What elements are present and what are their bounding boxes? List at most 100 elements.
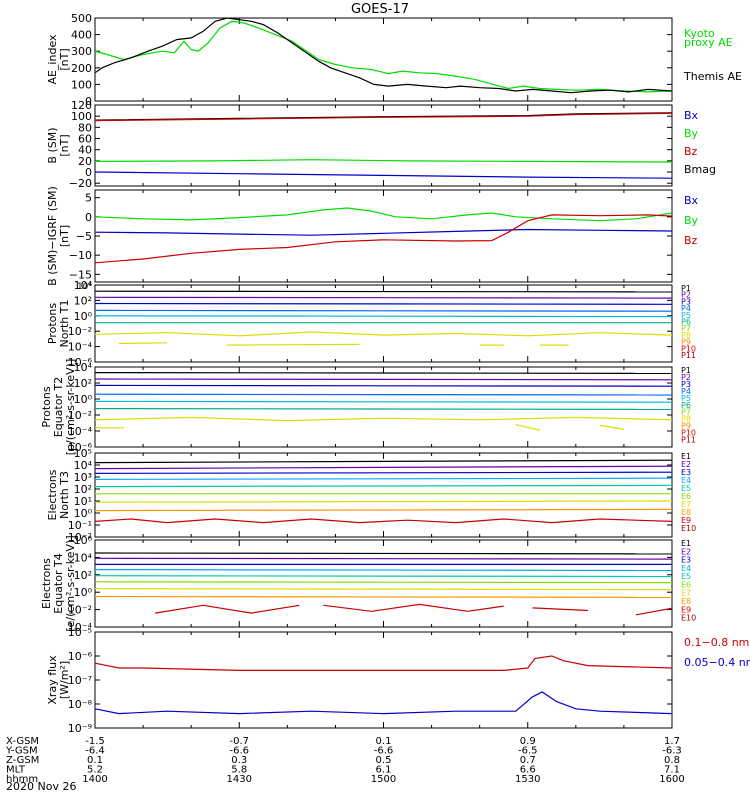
y-axis-title: North T1 bbox=[58, 300, 71, 348]
legend-entry: P8 bbox=[681, 331, 691, 340]
ephem-label: Y-GSM bbox=[5, 746, 38, 757]
panel-db: −15 −10 −5 0 5 B (SM)−IGRF (SM) [nT] Bx By Bz bbox=[46, 186, 699, 286]
ephem-value: 1530 bbox=[515, 774, 540, 785]
legend-entry: E1 bbox=[681, 539, 691, 548]
ephem-value: -6.6 bbox=[374, 746, 394, 757]
series-line bbox=[95, 575, 672, 578]
legend-entry: By bbox=[684, 127, 699, 140]
series-line bbox=[118, 342, 168, 345]
legend-entry: E10 bbox=[681, 614, 696, 623]
ephem-value: 0.8 bbox=[664, 755, 680, 766]
y-axis-title: Protons bbox=[40, 386, 53, 427]
series-line bbox=[95, 372, 672, 374]
series-line bbox=[155, 604, 300, 614]
series-line bbox=[515, 424, 540, 431]
legend-entry: P3 bbox=[681, 380, 691, 389]
series-line bbox=[95, 588, 672, 591]
y-tick-label: 10⁻⁶ bbox=[68, 356, 93, 369]
ephem-value: -6.3 bbox=[662, 746, 682, 757]
ephem-value: 0.7 bbox=[520, 755, 536, 766]
legend-entry: Bz bbox=[684, 145, 698, 158]
y-tick-label: 10⁻⁴ bbox=[68, 341, 93, 354]
legend-entry: E10 bbox=[681, 524, 696, 533]
y-tick-label: 10⁻⁷ bbox=[68, 674, 92, 687]
legend-entry: E3 bbox=[681, 556, 691, 565]
y-tick-label: 40 bbox=[78, 144, 92, 157]
y-tick-label: 10⁻⁴ bbox=[68, 425, 93, 438]
series-line bbox=[95, 691, 672, 715]
ephem-value: 5.2 bbox=[87, 765, 103, 776]
ephem-value: 1430 bbox=[227, 774, 252, 785]
series-line bbox=[95, 500, 672, 503]
y-tick-label: 300 bbox=[71, 45, 92, 58]
y-tick-label: 0 bbox=[85, 166, 92, 179]
ephem-value: 6.6 bbox=[520, 765, 536, 776]
y-tick-label: −5 bbox=[76, 230, 92, 243]
legend-entry: By bbox=[684, 214, 699, 227]
legend-entry: E7 bbox=[681, 500, 691, 509]
y-tick-label: 60 bbox=[78, 133, 92, 146]
series-line bbox=[95, 18, 672, 94]
y-axis-title: [nT] bbox=[58, 134, 71, 156]
y-tick-label: 10⁻⁸ bbox=[68, 698, 93, 711]
series-group bbox=[95, 372, 672, 431]
ephem-value: 0.5 bbox=[376, 755, 392, 766]
series-group bbox=[95, 552, 672, 616]
y-tick-label: 10² bbox=[74, 569, 92, 582]
y-tick-label: 10⁴ bbox=[74, 459, 93, 472]
legend-entry: E6 bbox=[681, 492, 691, 501]
y-tick-label: 10² bbox=[74, 377, 92, 390]
legend-entry: Themis AE bbox=[683, 70, 742, 83]
y-tick-label: 10⁰ bbox=[74, 586, 93, 599]
ephem-value: 6.1 bbox=[376, 765, 392, 776]
y-tick-label: 10² bbox=[74, 483, 92, 496]
y-tick-label: 10⁶ bbox=[74, 534, 93, 547]
legend-entry: E9 bbox=[681, 516, 691, 525]
y-tick-label: 10⁻⁶ bbox=[68, 441, 93, 454]
panel-frame bbox=[94, 452, 673, 538]
y-tick-label: 10³ bbox=[74, 471, 92, 484]
y-tick-label: 10¹ bbox=[74, 495, 92, 508]
series-line bbox=[95, 552, 672, 555]
series-line bbox=[95, 508, 672, 512]
y-tick-label: 10⁻² bbox=[68, 325, 92, 338]
legend-entry: P6 bbox=[681, 401, 691, 410]
y-axis-title: AE_index bbox=[46, 34, 59, 85]
legend-entry: P4 bbox=[681, 387, 691, 396]
legend-entry: Bz bbox=[684, 234, 698, 247]
series-line bbox=[95, 408, 672, 410]
legend-entry: Kyoto bbox=[684, 27, 715, 40]
y-tick-label: 5 bbox=[85, 192, 92, 205]
ephem-label: MLT bbox=[6, 765, 26, 776]
series-line bbox=[95, 302, 672, 305]
series-line bbox=[95, 465, 672, 470]
series-line bbox=[95, 581, 672, 584]
legend-entry: P8 bbox=[681, 415, 691, 424]
y-tick-label: −20 bbox=[69, 177, 92, 190]
y-tick-label: −15 bbox=[69, 268, 92, 281]
series-line bbox=[95, 471, 672, 474]
y-tick-label: 10⁵ bbox=[74, 447, 92, 460]
series-group bbox=[95, 459, 672, 524]
legend-entry: E4 bbox=[681, 564, 691, 573]
legend-entry: E3 bbox=[681, 468, 691, 477]
y-tick-label: 10² bbox=[74, 294, 92, 307]
panel-ee: 10⁶ 10⁴ 10² 10⁰ 10⁻² 10⁻⁴ Electrons Equator T4[… bbox=[40, 534, 696, 634]
series-line bbox=[95, 171, 672, 179]
legend-entry: E8 bbox=[681, 508, 691, 517]
series-line bbox=[95, 315, 672, 318]
y-tick-label: 10⁶ bbox=[77, 282, 92, 292]
legend-entry: P7 bbox=[681, 408, 691, 417]
y-axis-title: B (SM) bbox=[46, 127, 59, 163]
series-line bbox=[95, 655, 672, 672]
legend-entry: proxy AE bbox=[684, 36, 733, 49]
y-tick-label: 10⁰ bbox=[74, 393, 93, 406]
ephem-value: -1.5 bbox=[85, 736, 105, 747]
series-group bbox=[95, 112, 672, 179]
y-axis-title: [nT] bbox=[58, 225, 71, 247]
legend-entry: P2 bbox=[681, 373, 691, 382]
legend-entry: E4 bbox=[681, 476, 691, 485]
legend-entry: E5 bbox=[681, 572, 691, 581]
